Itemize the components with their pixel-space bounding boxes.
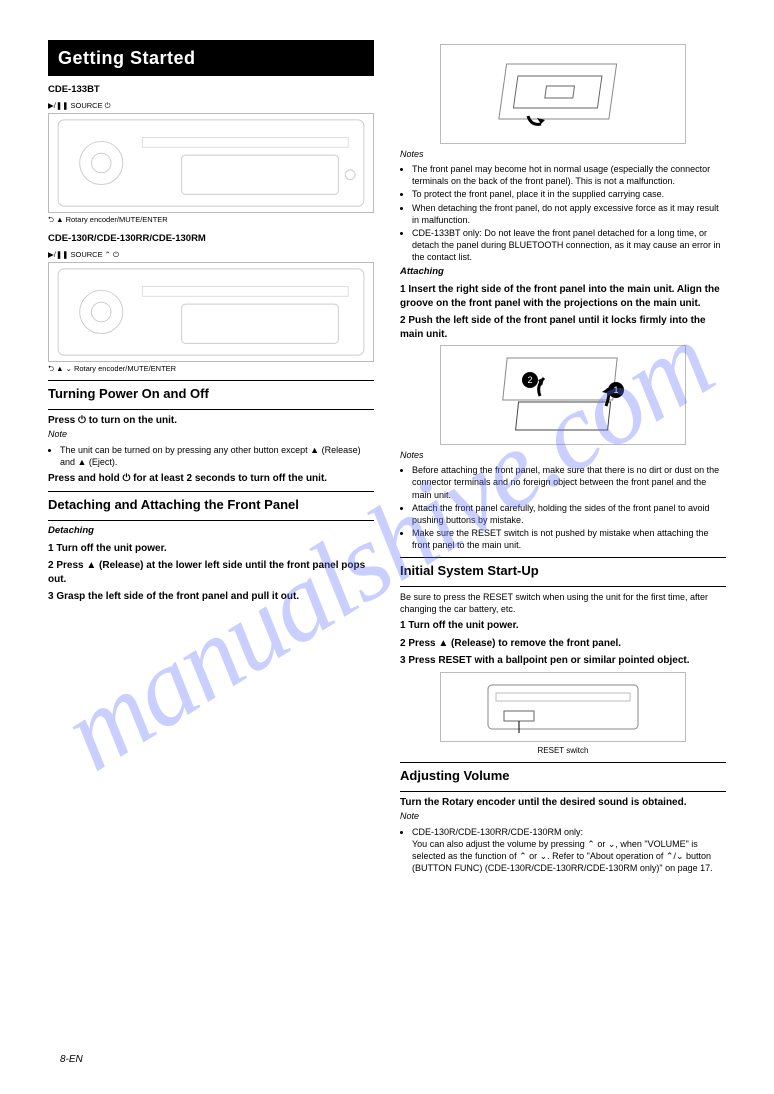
attach-figure: 2 1	[440, 345, 686, 445]
page-number: 8-EN	[60, 1053, 83, 1067]
left-column: Getting Started CDE-133BT ▶/❚❚ SOURCE ⏻ …	[48, 40, 374, 877]
svg-text:1: 1	[613, 385, 618, 395]
volume-step: Turn the Rotary encoder until the desire…	[400, 796, 726, 810]
init-step-3: 3 Press RESET with a ballpoint pen or si…	[400, 654, 726, 668]
heading-power: Turning Power On and Off	[48, 385, 374, 403]
volume-note: CDE-130R/CDE-130RR/CDE-130RM only: You c…	[412, 826, 726, 875]
heading-detach: Detaching and Attaching the Front Panel	[48, 496, 374, 514]
list-item: Before attaching the front panel, make s…	[412, 464, 726, 500]
model-heading-a: CDE-133BT	[48, 84, 374, 97]
init-step-2: 2 Press ▲ (Release) to remove the front …	[400, 637, 726, 651]
power-on-step: Press ⏻ to turn on the unit.	[48, 414, 374, 428]
init-step-1: 1 Turn off the unit power.	[400, 619, 726, 633]
diagram-bottom-labels-2: ⮌ ▲ ⌄ Rotary encoder/MUTE/ENTER	[48, 364, 374, 374]
attach-notes-list: Before attaching the front panel, make s…	[400, 464, 726, 551]
reset-figure	[440, 672, 686, 742]
notes2-label: Notes	[400, 450, 424, 460]
list-item: CDE-133BT only: Do not leave the front p…	[412, 227, 726, 263]
note-label: Note	[48, 429, 67, 439]
heading-volume: Adjusting Volume	[400, 767, 726, 785]
attach-step-1: 1 Insert the right side of the front pan…	[400, 283, 726, 310]
attach-step-2: 2 Push the left side of the front panel …	[400, 314, 726, 341]
detach-figure	[440, 44, 686, 144]
diagram-bottom-labels: ⮌ ▲ Rotary encoder/MUTE/ENTER	[48, 215, 374, 225]
detach-step-3: 3 Grasp the left side of the front panel…	[48, 590, 374, 604]
section-title-bar: Getting Started	[48, 40, 374, 76]
diagram-top-labels: ▶/❚❚ SOURCE ⏻	[48, 101, 374, 111]
list-item: Make sure the RESET switch is not pushed…	[412, 527, 726, 551]
list-item: When detaching the front panel, do not a…	[412, 202, 726, 226]
model-heading-b: CDE-130R/CDE-130RR/CDE-130RM	[48, 233, 374, 246]
detach-notes-list: The front panel may become hot in normal…	[400, 163, 726, 263]
detach-step-2: 2 Press ▲ (Release) at the lower left si…	[48, 559, 374, 586]
svg-text:2: 2	[527, 375, 532, 385]
list-item: Attach the front panel carefully, holdin…	[412, 502, 726, 526]
diagram-top-labels-2: ▶/❚❚ SOURCE ⌃ ⏻	[48, 250, 374, 260]
heading-initial: Initial System Start-Up	[400, 562, 726, 580]
reset-label: RESET switch	[400, 746, 726, 757]
right-column: Notes The front panel may become hot in …	[400, 40, 726, 877]
device-diagram-a	[48, 113, 374, 213]
detaching-subhead: Detaching	[48, 525, 374, 538]
device-diagram-b	[48, 262, 374, 362]
attaching-subhead: Attaching	[400, 266, 726, 279]
power-off-step: Press and hold ⏻ for at least 2 seconds …	[48, 472, 374, 486]
list-item: The front panel may become hot in normal…	[412, 163, 726, 187]
power-note: The unit can be turned on by pressing an…	[60, 444, 374, 468]
notes-label: Notes	[400, 149, 424, 159]
detach-step-1: 1 Turn off the unit power.	[48, 542, 374, 556]
list-item: To protect the front panel, place it in …	[412, 188, 726, 200]
initial-paragraph: Be sure to press the RESET switch when u…	[400, 591, 726, 615]
volume-note-label: Note	[400, 811, 419, 821]
